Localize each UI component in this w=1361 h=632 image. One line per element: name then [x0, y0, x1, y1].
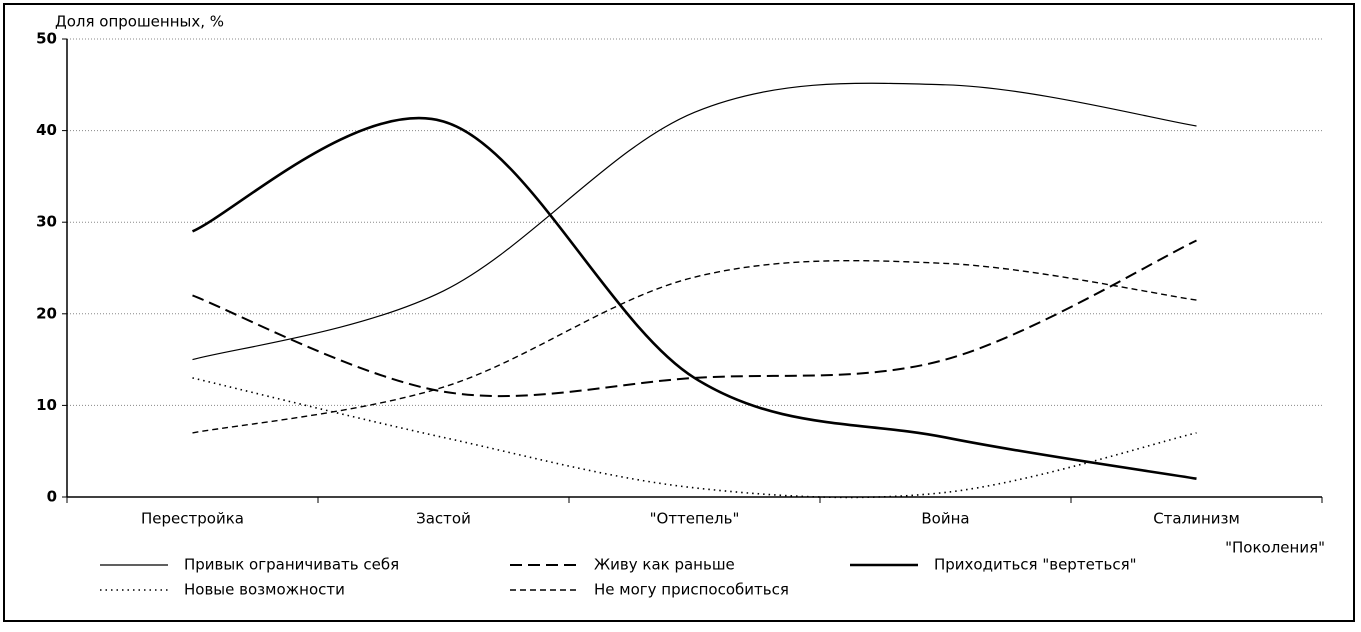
x-tick-label: Война [921, 510, 969, 528]
x-tick-label: Перестройка [141, 510, 244, 528]
x-axis-label: "Поколения" [1225, 539, 1325, 557]
legend-label: Новые возможности [184, 581, 345, 599]
legend-label: Приходиться "вертеться" [934, 556, 1137, 574]
y-tick-label: 40 [36, 121, 57, 139]
x-tick-label: "Оттепель" [650, 510, 740, 528]
x-tick-label: Застой [416, 510, 471, 528]
y-tick-label: 10 [36, 396, 57, 414]
y-tick-label: 30 [36, 213, 57, 231]
y-tick-label: 50 [36, 30, 57, 48]
legend-label: Не могу приспособиться [594, 581, 789, 599]
x-tick-label: Сталинизм [1153, 510, 1240, 528]
y-tick-label: 20 [36, 304, 57, 322]
frame [3, 3, 1355, 622]
series-line [192, 377, 1197, 499]
y-axis-label: Доля опрошенных, % [55, 13, 224, 31]
y-tick-label: 0 [47, 488, 57, 506]
legend-label: Привык ограничивать себя [184, 556, 399, 574]
series-line [192, 239, 1197, 398]
legend-label: Живу как раньше [594, 556, 735, 574]
series-line [192, 82, 1197, 361]
series-line [192, 259, 1197, 434]
series-line [191, 116, 1197, 480]
